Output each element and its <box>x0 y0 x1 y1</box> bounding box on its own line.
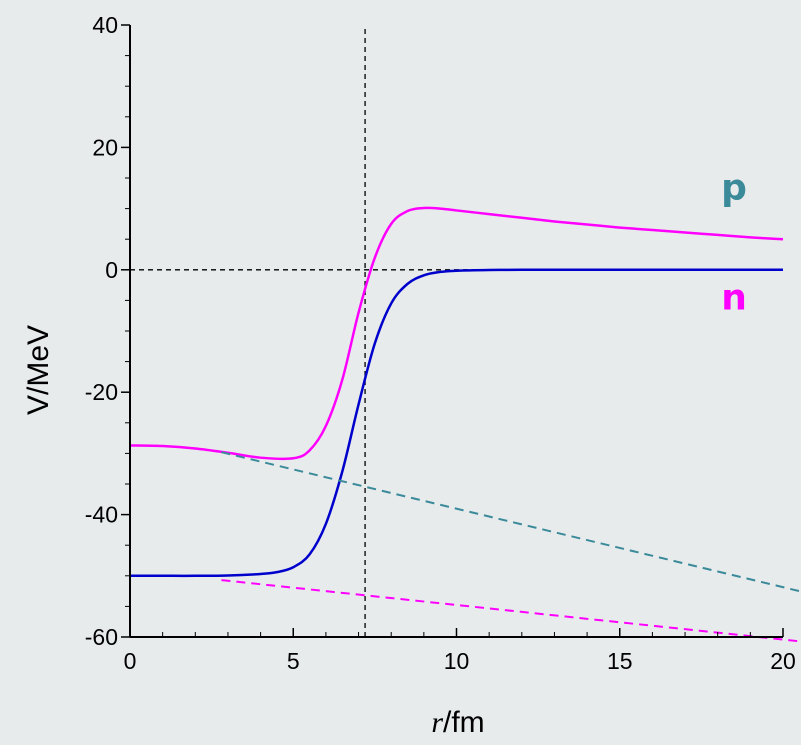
x-tick-label-2: 10 <box>444 648 470 674</box>
x-axis-label-variable: r <box>431 706 443 739</box>
series-n-dashed-line <box>221 451 800 593</box>
x-tick-label-1: 5 <box>287 648 300 674</box>
series-label-n: n <box>721 278 747 319</box>
ticks: 0 5 10 15 20 -60 -40 -20 0 20 40 <box>85 12 796 674</box>
y-tick-label-5: 40 <box>92 12 118 38</box>
x-axis-label: r/fm <box>431 706 484 739</box>
x-tick-label-4: 20 <box>770 648 796 674</box>
axes <box>129 25 783 638</box>
annotations: pn <box>721 167 747 318</box>
y-tick-label-1: -40 <box>85 502 118 528</box>
x-axis-label-unit: /fm <box>443 706 485 739</box>
x-tick-label-0: 0 <box>124 648 137 674</box>
series-label-p: p <box>721 167 747 208</box>
x-tick-label-3: 15 <box>607 648 633 674</box>
y-tick-label-0: -60 <box>85 624 118 650</box>
y-tick-label-2: -20 <box>85 379 118 405</box>
y-tick-label-3: 0 <box>105 257 118 283</box>
y-tick-label-4: 20 <box>92 134 118 160</box>
y-axis-label: V/MeV <box>22 325 55 415</box>
reference-lines <box>130 25 783 637</box>
series-n-line <box>129 268 783 578</box>
series-p-dashed-line <box>221 579 800 643</box>
series-layer <box>129 206 800 643</box>
series-p-line <box>129 206 784 461</box>
